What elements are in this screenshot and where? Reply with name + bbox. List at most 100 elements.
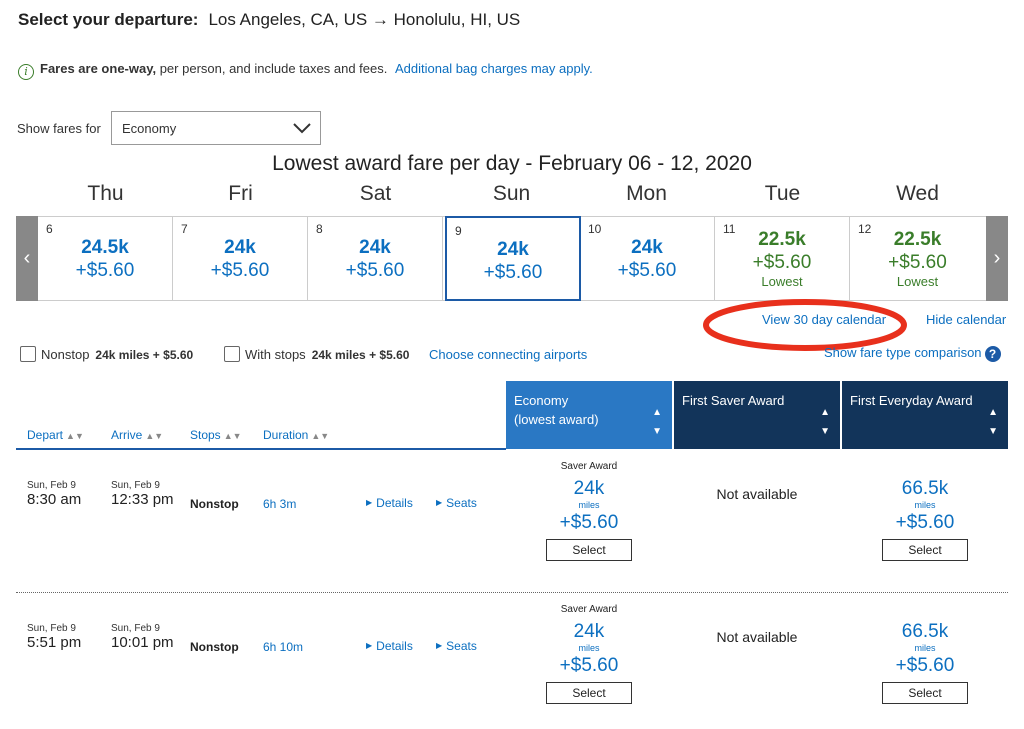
sort-duration[interactable]: Duration ▲▼ [263, 428, 329, 442]
row-divider [16, 592, 1008, 593]
day-number: 12 [858, 222, 872, 236]
arrive-header: Arrive [111, 428, 143, 442]
fare-class-select[interactable]: Economy [111, 111, 321, 145]
day-name: Fri [228, 182, 253, 205]
calendar-day-8[interactable]: 8 24k +$5.60 [308, 216, 443, 301]
arrive-time: 10:01 pm [111, 634, 174, 651]
select-button[interactable]: Select [546, 539, 632, 561]
day-number: 10 [588, 222, 602, 236]
award-tax: +$5.60 [895, 512, 955, 533]
help-icon[interactable]: ? [984, 346, 1001, 362]
fare-header-economy[interactable]: Economy (lowest award) ▲ ▼ [506, 381, 672, 449]
duration-link[interactable]: 6h 3m [263, 497, 297, 511]
fare-calendar: ‹ 6 24.5k +$5.60 7 24k +$5.60 8 24k +$5.… [16, 216, 1008, 301]
flight-row-2-arrive: Sun, Feb 9 10:01 pm [111, 623, 174, 651]
seats-link[interactable]: ▶ Seats [436, 639, 477, 653]
hide-calendar-link[interactable]: Hide calendar [926, 312, 1007, 327]
day-name: Sun [492, 182, 531, 205]
day-tax: +$5.60 [210, 260, 270, 281]
depart-header: Depart [27, 428, 64, 442]
nonstop-filter[interactable]: Nonstop 24k miles + $5.60 [20, 346, 193, 362]
with-stops-filter[interactable]: With stops 24k miles + $5.60 [224, 346, 409, 362]
award-tax: +$5.60 [895, 655, 955, 676]
award-tax: +$5.60 [559, 655, 619, 676]
day-miles: 24.5k [81, 237, 129, 258]
details-label: Details [376, 639, 413, 653]
calendar-day-6[interactable]: 6 24.5k +$5.60 [38, 216, 173, 301]
with-stops-checkbox[interactable] [224, 346, 240, 362]
day-name: Mon [626, 182, 667, 205]
seats-label: Seats [446, 496, 477, 510]
day-number: 8 [316, 222, 323, 236]
day-number: 7 [181, 222, 188, 236]
lowest-badge: Lowest [896, 274, 939, 289]
sort-icon: ▲▼ [820, 407, 830, 437]
with-stops-price: 24k miles + $5.60 [311, 348, 410, 362]
sort-arrive[interactable]: Arrive ▲▼ [111, 428, 163, 442]
sort-icon: ▲▼ [145, 431, 164, 441]
depart-time: 8:30 am [27, 491, 82, 508]
award-miles: 66.5k [901, 478, 949, 499]
page-title: Select your departure: Los Angeles, CA, U… [18, 10, 520, 30]
calendar-day-12[interactable]: 12 22.5k +$5.60 Lowest [850, 216, 985, 301]
select-button[interactable]: Select [546, 682, 632, 704]
fare-header-first-everyday[interactable]: First Everyday Award ▲ ▼ [842, 381, 1008, 449]
prev-week-button[interactable]: ‹ [16, 216, 38, 301]
sort-depart[interactable]: Depart ▲▼ [27, 428, 84, 442]
bag-charges-link[interactable]: Additional bag charges may apply. [394, 61, 593, 76]
nonstop-price: 24k miles + $5.60 [95, 348, 194, 362]
economy-fare-2: Saver Award 24k miles +$5.60 Select [506, 604, 672, 704]
day-miles: 22.5k [893, 229, 942, 250]
seats-label: Seats [446, 639, 477, 653]
day-tax: +$5.60 [483, 262, 543, 283]
award-unit: miles [578, 500, 600, 510]
day-miles: 24k [359, 237, 391, 258]
day-miles: 22.5k [758, 229, 806, 250]
fares-label: Show fares for [17, 121, 101, 136]
calendar-title: Lowest award fare per day - February 06 … [272, 152, 752, 175]
fare-comparison-link[interactable]: Show fare type comparison? [824, 345, 1001, 362]
info-bold: Fares are one-way, [40, 61, 157, 76]
sort-icon: ▲▼ [652, 407, 662, 437]
with-stops-label: With stops [245, 347, 306, 362]
sort-stops[interactable]: Stops ▲▼ [190, 428, 242, 442]
connecting-airports-link[interactable]: Choose connecting airports [429, 347, 588, 362]
arrive-time: 12:33 pm [111, 491, 174, 508]
calendar-day-11[interactable]: 11 22.5k +$5.60 Lowest [715, 216, 850, 301]
calendar-day-10[interactable]: 10 24k +$5.60 [580, 216, 715, 301]
route-text: Los Angeles, CA, US → Honolulu, HI, US [208, 10, 521, 29]
fare-class-value: Economy [122, 121, 177, 136]
stops-value: Nonstop [190, 640, 239, 654]
details-label: Details [376, 496, 413, 510]
caret-right-icon: ▶ [366, 641, 373, 650]
duration-link[interactable]: 6h 10m [263, 640, 304, 654]
fare-header-first-saver[interactable]: First Saver Award ▲ ▼ [674, 381, 840, 449]
details-link[interactable]: ▶ Details [366, 639, 413, 653]
view-30-day-calendar-link[interactable]: View 30 day calendar [762, 312, 887, 327]
caret-right-icon: ▶ [366, 498, 373, 507]
next-week-button[interactable]: › [986, 216, 1008, 301]
flight-row-1-arrive: Sun, Feb 9 12:33 pm [111, 480, 174, 508]
day-miles: 24k [224, 237, 256, 258]
sort-icon: ▲▼ [988, 407, 998, 437]
award-label: Saver Award [560, 461, 618, 472]
calendar-day-7[interactable]: 7 24k +$5.60 [173, 216, 308, 301]
select-button[interactable]: Select [882, 682, 968, 704]
day-name: Sat [359, 182, 392, 205]
title-label: Select your departure: [18, 10, 199, 29]
nonstop-checkbox[interactable] [20, 346, 36, 362]
details-link[interactable]: ▶ Details [366, 496, 413, 510]
not-available-text: Not available [716, 629, 798, 645]
sort-icon: ▲▼ [311, 431, 330, 441]
select-button[interactable]: Select [882, 539, 968, 561]
economy-fare-1: Saver Award 24k miles +$5.60 Select [506, 461, 672, 561]
arrive-date: Sun, Feb 9 [111, 480, 160, 491]
fare-header-line1: First Saver Award [682, 393, 785, 408]
lowest-badge: Lowest [761, 274, 803, 289]
calendar-day-9-selected[interactable]: 9 24k +$5.60 [445, 216, 581, 301]
seats-link[interactable]: ▶ Seats [436, 496, 477, 510]
day-number: 11 [723, 222, 736, 236]
award-label: Saver Award [560, 604, 618, 615]
header-divider [16, 448, 506, 450]
chevron-down-icon [293, 123, 311, 134]
